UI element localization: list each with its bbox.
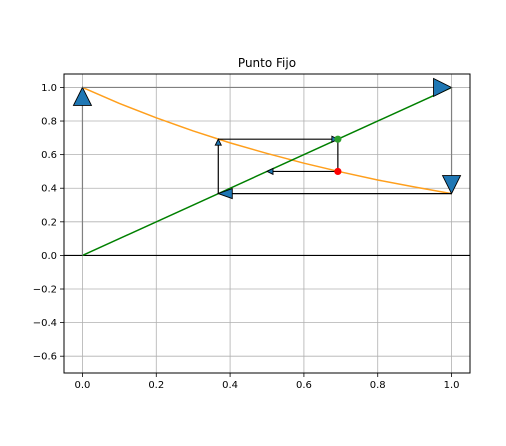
iteration-arrow-head	[265, 167, 274, 176]
point-layer	[334, 135, 342, 176]
y-tick-label: 0.4	[41, 184, 57, 195]
y-tick-label: −0.6	[33, 352, 57, 363]
iterate-point-marker	[334, 167, 342, 176]
iteration-arrow-head	[214, 138, 223, 146]
chart-title: Punto Fijo	[238, 56, 296, 70]
fixed-point-marker	[334, 135, 342, 143]
iteration-arrow-head	[216, 187, 233, 200]
y-tick-label: 0.8	[41, 117, 57, 128]
iteration-arrow-head	[72, 86, 93, 106]
x-tick-label: 1.0	[444, 380, 460, 391]
y-tick-label: 0.0	[41, 251, 57, 262]
y-tick-label: −0.2	[33, 285, 57, 296]
grid	[64, 74, 470, 373]
y-tick-label: −0.4	[33, 318, 57, 329]
tick-layer: 0.0 0.2 0.4 0.6 0.8 1.0 −0.6 −0.4 −0.2 0.0 0.2 0.4 0…	[33, 83, 460, 391]
arrow-layer	[72, 77, 462, 256]
x-tick-label: 0.2	[148, 380, 164, 391]
y-tick-label: 0.2	[41, 217, 57, 228]
y-tick-label: 0.6	[41, 150, 57, 161]
iteration-arrow-head	[441, 175, 462, 195]
y-tick-label: 1.0	[41, 83, 57, 94]
x-tick-label: 0.8	[370, 380, 386, 391]
plot-frame	[63, 73, 471, 374]
x-tick-label: 0.6	[296, 380, 312, 391]
curve-g-line	[82, 86, 452, 195]
iteration-arrow-head	[433, 77, 453, 98]
x-tick-label: 0.0	[75, 380, 91, 391]
x-tick-label: 0.4	[222, 380, 238, 391]
